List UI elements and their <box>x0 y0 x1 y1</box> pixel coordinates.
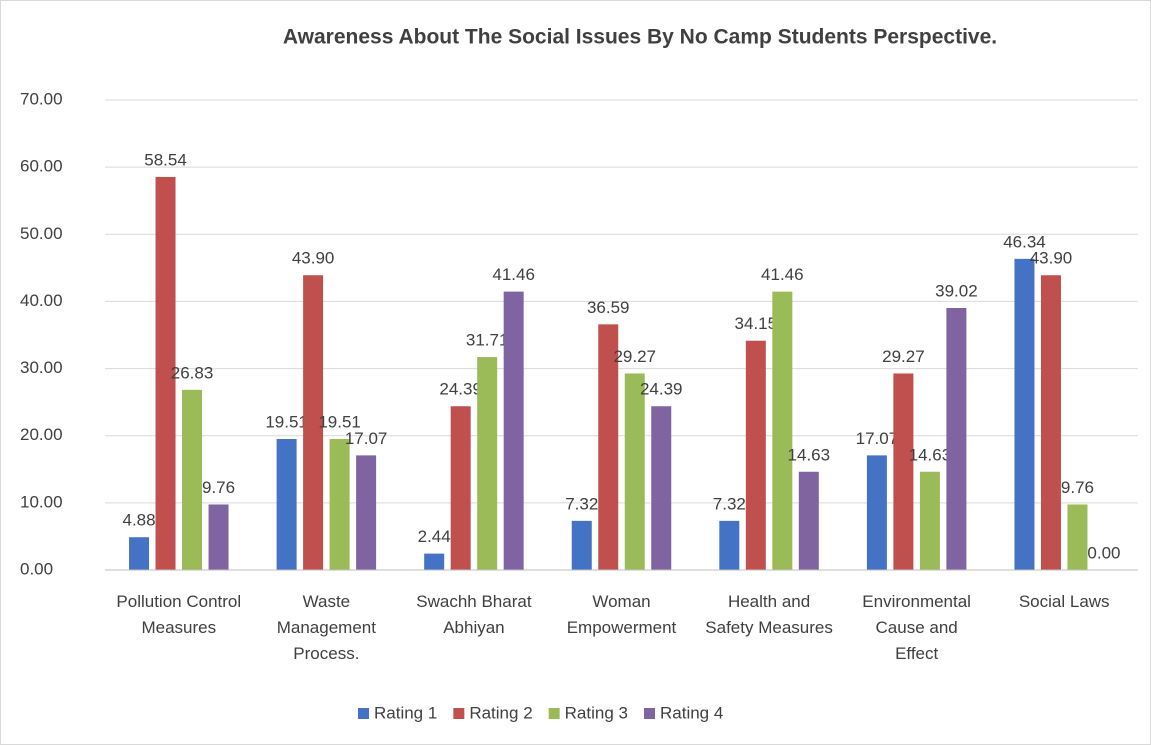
bar <box>946 308 967 570</box>
data-label: 14.63 <box>788 445 831 464</box>
bar <box>919 471 940 570</box>
data-label: 7.32 <box>565 494 598 513</box>
bar <box>1014 258 1035 570</box>
y-tick-label: 40.00 <box>20 291 63 310</box>
data-label: 19.51 <box>265 412 308 431</box>
bar <box>651 406 672 570</box>
bar <box>182 389 203 570</box>
y-tick-label: 60.00 <box>20 157 63 176</box>
bar <box>424 553 445 570</box>
data-label: 17.07 <box>856 429 899 448</box>
data-label: 4.88 <box>122 511 155 530</box>
data-label: 24.39 <box>640 380 683 399</box>
y-tick-label: 20.00 <box>20 425 63 444</box>
bar <box>129 537 150 570</box>
bar <box>1040 275 1061 570</box>
data-label: 9.76 <box>1061 478 1094 497</box>
bar <box>571 520 592 570</box>
y-tick-label: 50.00 <box>20 224 63 243</box>
data-label: 17.07 <box>345 429 388 448</box>
data-label: 26.83 <box>171 363 214 382</box>
chart-title: Awareness About The Social Issues By No … <box>283 26 997 49</box>
bar <box>276 439 297 570</box>
data-label: 39.02 <box>935 281 978 300</box>
data-label: 31.71 <box>466 331 509 350</box>
bar <box>356 455 377 570</box>
bar <box>798 471 819 570</box>
bar <box>772 291 793 570</box>
x-tick-label: Swachh Bharat Abhiyan <box>416 592 532 637</box>
legend-label: Rating 1 <box>374 703 437 722</box>
bar <box>624 373 645 570</box>
bar <box>208 504 229 570</box>
x-tick-label: Pollution Control Measures <box>116 592 241 637</box>
legend-swatch <box>453 708 465 719</box>
legend-swatch <box>548 708 560 719</box>
data-label: 14.63 <box>909 445 952 464</box>
bar <box>745 340 766 570</box>
legend-label: Rating 3 <box>565 703 628 722</box>
bar <box>477 357 498 570</box>
data-label: 29.27 <box>882 347 925 366</box>
x-tick-label: Health and Safety Measures <box>705 592 833 637</box>
x-tick-label: Woman Empowerment <box>567 592 677 637</box>
data-label: 43.90 <box>292 249 335 268</box>
data-label: 34.15 <box>735 314 778 333</box>
data-label: 43.90 <box>1030 249 1073 268</box>
data-label: 2.44 <box>418 527 451 546</box>
data-label: 24.39 <box>439 380 482 399</box>
data-label: 46.34 <box>1003 232 1046 251</box>
y-tick-label: 30.00 <box>20 358 63 377</box>
bar <box>719 520 740 570</box>
bar <box>598 324 619 570</box>
bar <box>450 406 471 570</box>
y-tick-label: 0.00 <box>20 559 53 578</box>
bar <box>866 455 887 570</box>
data-label: 7.32 <box>713 494 746 513</box>
bar <box>893 373 914 570</box>
y-tick-label: 70.00 <box>20 89 63 108</box>
bar <box>155 176 176 570</box>
legend-label: Rating 4 <box>660 703 723 722</box>
data-label: 41.46 <box>492 265 535 284</box>
bar <box>1067 504 1088 570</box>
x-tick-label: Social Laws <box>1019 592 1110 611</box>
legend-label: Rating 2 <box>469 703 532 722</box>
data-label: 0.00 <box>1087 543 1120 562</box>
data-label: 41.46 <box>761 265 804 284</box>
data-label: 29.27 <box>613 347 656 366</box>
x-tick-label: Environmental Cause and Effect <box>862 592 971 663</box>
bar <box>329 439 350 570</box>
legend-swatch <box>643 708 655 719</box>
legend-swatch <box>358 708 369 719</box>
y-tick-label: 10.00 <box>20 492 63 511</box>
x-tick-label: Waste Management Process. <box>277 592 377 663</box>
data-label: 36.59 <box>587 298 630 317</box>
data-label: 19.51 <box>318 412 361 431</box>
data-label: 58.54 <box>144 150 187 169</box>
bar <box>303 275 324 570</box>
data-label: 9.76 <box>202 478 235 497</box>
bar <box>503 291 524 570</box>
